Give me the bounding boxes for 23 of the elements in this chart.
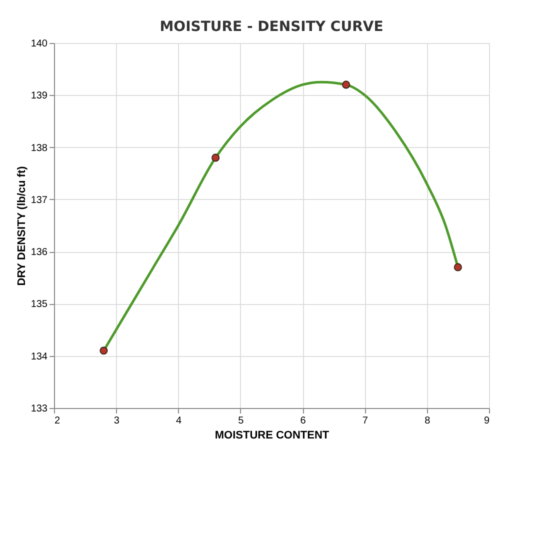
- y-tick-label: 138: [30, 142, 48, 154]
- y-tick-label: 139: [30, 90, 48, 102]
- y-tick-label: 137: [30, 194, 48, 206]
- x-tick-label: 7: [362, 416, 368, 426]
- x-tick-label: 8: [424, 416, 431, 426]
- chart-title: MOISTURE - DENSITY CURVE: [160, 19, 384, 35]
- y-axis-title: DRY DENSITY (lb/cu ft): [16, 166, 28, 286]
- x-tick-label: 2: [54, 416, 60, 426]
- point: [100, 346, 108, 355]
- y-tick-label: 136: [30, 247, 48, 258]
- x-tick-label: 5: [238, 416, 244, 426]
- y-tick-label: 134: [30, 351, 48, 362]
- y-tick-label: 133: [30, 404, 48, 414]
- y-tick-label: 140: [30, 38, 48, 50]
- x-tick-label: 6: [300, 416, 306, 426]
- point: [342, 80, 350, 89]
- x-tick-label: 3: [114, 416, 120, 426]
- point: [212, 154, 220, 162]
- x-axis-title: MOISTURE CONTENT: [214, 430, 330, 442]
- x-tick-label: 4: [176, 416, 182, 426]
- point: [454, 263, 462, 272]
- y-tick-label: 135: [30, 299, 48, 310]
- x-tick-label: 9: [484, 416, 490, 426]
